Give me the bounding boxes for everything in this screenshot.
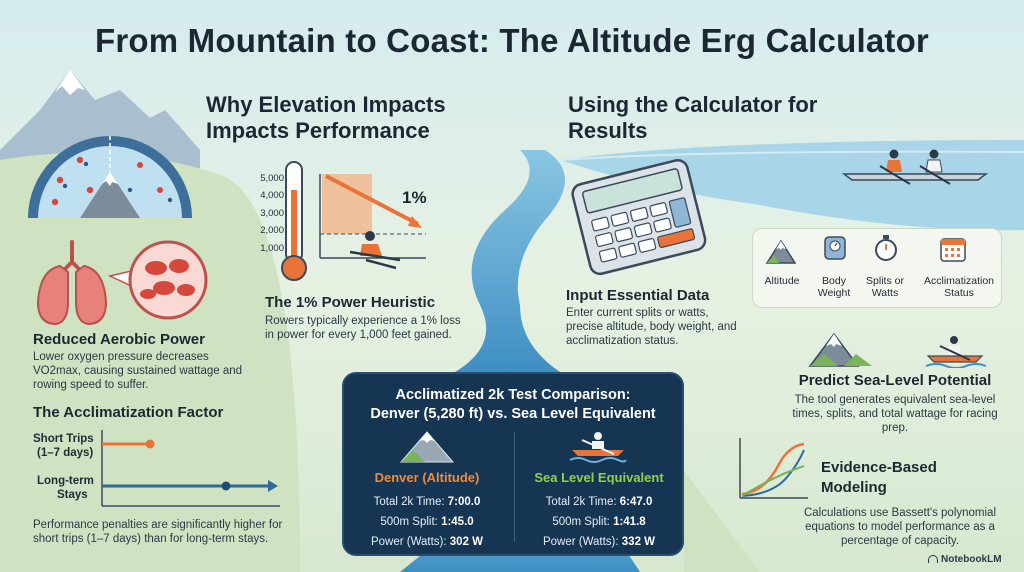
- sea-level-values: Total 2k Time: 6:47.0 500m Split: 1:41.8…: [542, 496, 656, 548]
- lungs-icon: [36, 240, 208, 326]
- reduced-aerobic-title: Reduced Aerobic Power: [33, 331, 205, 348]
- evidence-body: Calculations use Bassett's polynomial eq…: [803, 507, 997, 547]
- rowing-boat-icon: [841, 149, 989, 185]
- predict-icons: [808, 332, 987, 368]
- sea-level-heading: Sea Level Equivalent: [534, 470, 664, 485]
- denver-mountain-icon: [399, 431, 455, 463]
- power-heuristic-body: Rowers typically experience a 1% loss in…: [265, 315, 461, 341]
- acclimatization-title: The Acclimatization Factor: [33, 404, 224, 421]
- one-percent-annotation: 1%: [402, 188, 427, 207]
- using-calculator-heading: Using the Calculator for Results: [568, 92, 818, 143]
- river: [455, 150, 565, 372]
- calendar-icon: [940, 238, 966, 262]
- elevation-tick: 2,000: [260, 225, 284, 237]
- input-label-splits: Splits or Watts: [866, 275, 904, 299]
- brand-footer: NotebookLM: [928, 554, 1002, 565]
- stopwatch-icon: [875, 235, 897, 261]
- input-label-altitude: Altitude: [764, 275, 800, 287]
- elevation-tick: 5,000: [260, 173, 284, 184]
- comparison-title: Acclimatized 2k Test Comparison: Denver …: [370, 387, 656, 422]
- denver-split: 1:45.0: [441, 516, 474, 528]
- denver-power: 302 W: [449, 536, 484, 548]
- sea-total-time: 6:47.0: [619, 496, 653, 508]
- calculator-icon: [571, 158, 707, 276]
- denver-values: Total 2k Time: 7:00.0 500m Split: 1:45.0…: [370, 496, 484, 548]
- denver-total-time: 7:00.0: [447, 496, 481, 508]
- curve-graph-icon: [739, 438, 808, 499]
- calculator-inputs-panel: Altitude Body Weight Splits or Watts Acc…: [752, 228, 1002, 308]
- sea-power: 332 W: [621, 536, 656, 548]
- elevation-tick: 1,000: [260, 242, 284, 254]
- evidence-title: Evidence-Based Modeling: [821, 459, 937, 496]
- predict-body: The tool generates equivalent sea-level …: [792, 394, 998, 434]
- why-elevation-heading: Why Elevation Impacts Impacts Performanc…: [206, 92, 446, 143]
- short-trips-label: Short Trips (1–7 days): [33, 433, 94, 459]
- mountain-icon: [765, 239, 797, 264]
- predict-title: Predict Sea-Level Potential: [798, 372, 992, 389]
- page-title: From Mountain to Coast: The Altitude Erg…: [95, 22, 929, 59]
- sea-level-boat-icon: [569, 432, 627, 463]
- denver-heading: Denver (Altitude): [374, 470, 480, 485]
- scale-icon: [824, 236, 846, 260]
- reduced-aerobic-body: Lower oxygen pressure decreases VO2max, …: [33, 351, 243, 391]
- power-heuristic-title: The 1% Power Heuristic: [265, 294, 436, 311]
- acclimatization-body: Performance penalties are significantly …: [33, 519, 283, 545]
- input-label-body-weight: Body Weight: [817, 275, 851, 299]
- elevation-tick: 4,000: [260, 190, 284, 202]
- input-data-body: Enter current splits or watts, precise a…: [566, 307, 737, 347]
- atmosphere-dome-icon: [28, 136, 192, 218]
- panel-divider: [514, 432, 515, 542]
- long-term-label: Long-term Stays: [37, 475, 94, 501]
- power-loss-diagram: [281, 161, 426, 281]
- input-label-acclimatization: Acclimatization Status: [923, 275, 995, 299]
- brand-logo-icon: [928, 555, 938, 564]
- elevation-tick: 3,000: [260, 207, 284, 219]
- acclimatization-diagram: [101, 430, 280, 507]
- elevation-axis-ticks: 5,000 4,000 3,000 2,000 1,000: [254, 170, 284, 257]
- comparison-panel: Acclimatized 2k Test Comparison: Denver …: [342, 372, 684, 556]
- sea-split: 1:41.8: [613, 516, 646, 528]
- input-data-title: Input Essential Data: [566, 287, 710, 304]
